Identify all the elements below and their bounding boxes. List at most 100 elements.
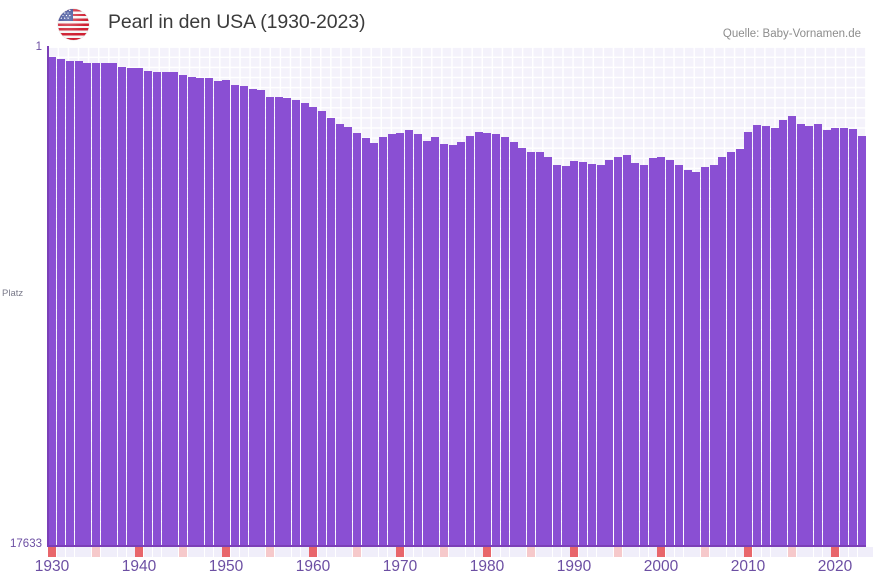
bar bbox=[613, 156, 622, 545]
x-axis-tick-label: 1970 bbox=[382, 558, 418, 575]
x-axis-tick bbox=[413, 547, 422, 557]
x-axis-tick bbox=[744, 547, 753, 557]
x-axis-tick bbox=[613, 547, 622, 557]
bar bbox=[309, 106, 318, 545]
bar bbox=[48, 56, 57, 545]
bar bbox=[831, 128, 840, 545]
bar bbox=[405, 130, 414, 545]
x-axis-tick-label: 2010 bbox=[730, 558, 766, 575]
x-axis-tick bbox=[848, 547, 857, 557]
bar bbox=[274, 96, 283, 545]
x-axis-tick bbox=[700, 547, 709, 557]
bar bbox=[770, 127, 779, 545]
x-axis-tick bbox=[500, 547, 509, 557]
bar bbox=[431, 136, 440, 545]
x-axis-tick bbox=[805, 547, 814, 557]
x-axis-tick bbox=[144, 547, 153, 557]
bar bbox=[822, 129, 831, 545]
x-axis-tick bbox=[840, 547, 849, 557]
bar bbox=[483, 133, 492, 545]
bar bbox=[265, 97, 274, 545]
bar bbox=[840, 128, 849, 545]
x-axis-tick-label: 2000 bbox=[643, 558, 679, 575]
x-axis-tick bbox=[535, 547, 544, 557]
x-axis-tick bbox=[439, 547, 448, 557]
bar bbox=[196, 78, 205, 545]
x-axis-tick bbox=[118, 547, 126, 557]
x-axis-tick bbox=[48, 547, 57, 557]
bar bbox=[448, 145, 457, 545]
bar bbox=[283, 97, 292, 545]
x-axis-tick bbox=[274, 547, 283, 557]
bar bbox=[413, 134, 422, 545]
bar bbox=[257, 89, 266, 545]
x-axis-tick-label: 1950 bbox=[208, 558, 244, 575]
bar bbox=[100, 63, 109, 545]
x-axis-tick bbox=[283, 547, 292, 557]
bar bbox=[544, 157, 553, 545]
bar bbox=[161, 71, 170, 545]
x-axis-tick bbox=[648, 547, 657, 557]
x-axis-tick bbox=[787, 547, 796, 557]
x-axis-tick bbox=[352, 547, 361, 557]
x-axis-tick bbox=[553, 547, 561, 557]
x-axis-tick bbox=[761, 547, 770, 557]
x-axis-tick bbox=[587, 547, 596, 557]
bar bbox=[292, 99, 300, 545]
x-axis-tick bbox=[831, 547, 840, 557]
bar bbox=[605, 159, 614, 545]
bar bbox=[248, 88, 257, 545]
x-axis-tick bbox=[814, 547, 822, 557]
x-axis-tick bbox=[100, 547, 109, 557]
bar bbox=[187, 77, 196, 545]
bar bbox=[326, 117, 335, 545]
bar bbox=[509, 142, 518, 545]
x-axis-tick bbox=[718, 547, 727, 557]
bar bbox=[379, 137, 387, 545]
x-axis-tick bbox=[605, 547, 614, 557]
x-axis-tick bbox=[448, 547, 457, 557]
bar bbox=[579, 162, 588, 545]
bar bbox=[648, 157, 657, 545]
bar bbox=[744, 132, 753, 545]
bar bbox=[535, 152, 544, 545]
bar bbox=[727, 152, 735, 545]
x-axis-tick bbox=[370, 547, 379, 557]
bar bbox=[205, 78, 213, 545]
bar bbox=[674, 165, 683, 545]
bar bbox=[335, 124, 344, 545]
bar bbox=[396, 132, 405, 545]
x-axis-tick bbox=[735, 547, 744, 557]
bar bbox=[631, 162, 640, 545]
bar bbox=[779, 120, 788, 545]
x-axis-tick bbox=[796, 547, 805, 557]
x-axis-tick bbox=[466, 547, 474, 557]
x-axis-tick bbox=[544, 547, 553, 557]
x-axis-tick bbox=[361, 547, 370, 557]
bar bbox=[640, 164, 648, 545]
bar bbox=[83, 62, 92, 545]
x-axis-tick bbox=[91, 547, 100, 557]
x-axis-tick bbox=[727, 547, 735, 557]
flag-canton bbox=[58, 9, 73, 21]
y-axis-title: Platz bbox=[2, 288, 24, 299]
x-axis-tick bbox=[405, 547, 414, 557]
us-flag-icon bbox=[58, 9, 89, 40]
x-axis-tick-label: 1930 bbox=[34, 558, 70, 575]
x-axis-tick bbox=[152, 547, 161, 557]
x-axis-tick-label: 1960 bbox=[295, 558, 331, 575]
bar bbox=[152, 71, 161, 545]
x-axis-tick bbox=[257, 547, 266, 557]
bar bbox=[318, 111, 327, 545]
bar bbox=[553, 164, 561, 545]
bar bbox=[761, 125, 770, 545]
bar bbox=[422, 141, 431, 545]
flag-gloss bbox=[58, 9, 89, 40]
x-axis-tick bbox=[422, 547, 431, 557]
bar bbox=[622, 155, 631, 545]
x-axis-tick bbox=[74, 547, 83, 557]
x-axis-tick bbox=[779, 547, 788, 557]
bar bbox=[466, 135, 474, 545]
x-axis-tick bbox=[822, 547, 831, 557]
x-axis-tick bbox=[492, 547, 501, 557]
